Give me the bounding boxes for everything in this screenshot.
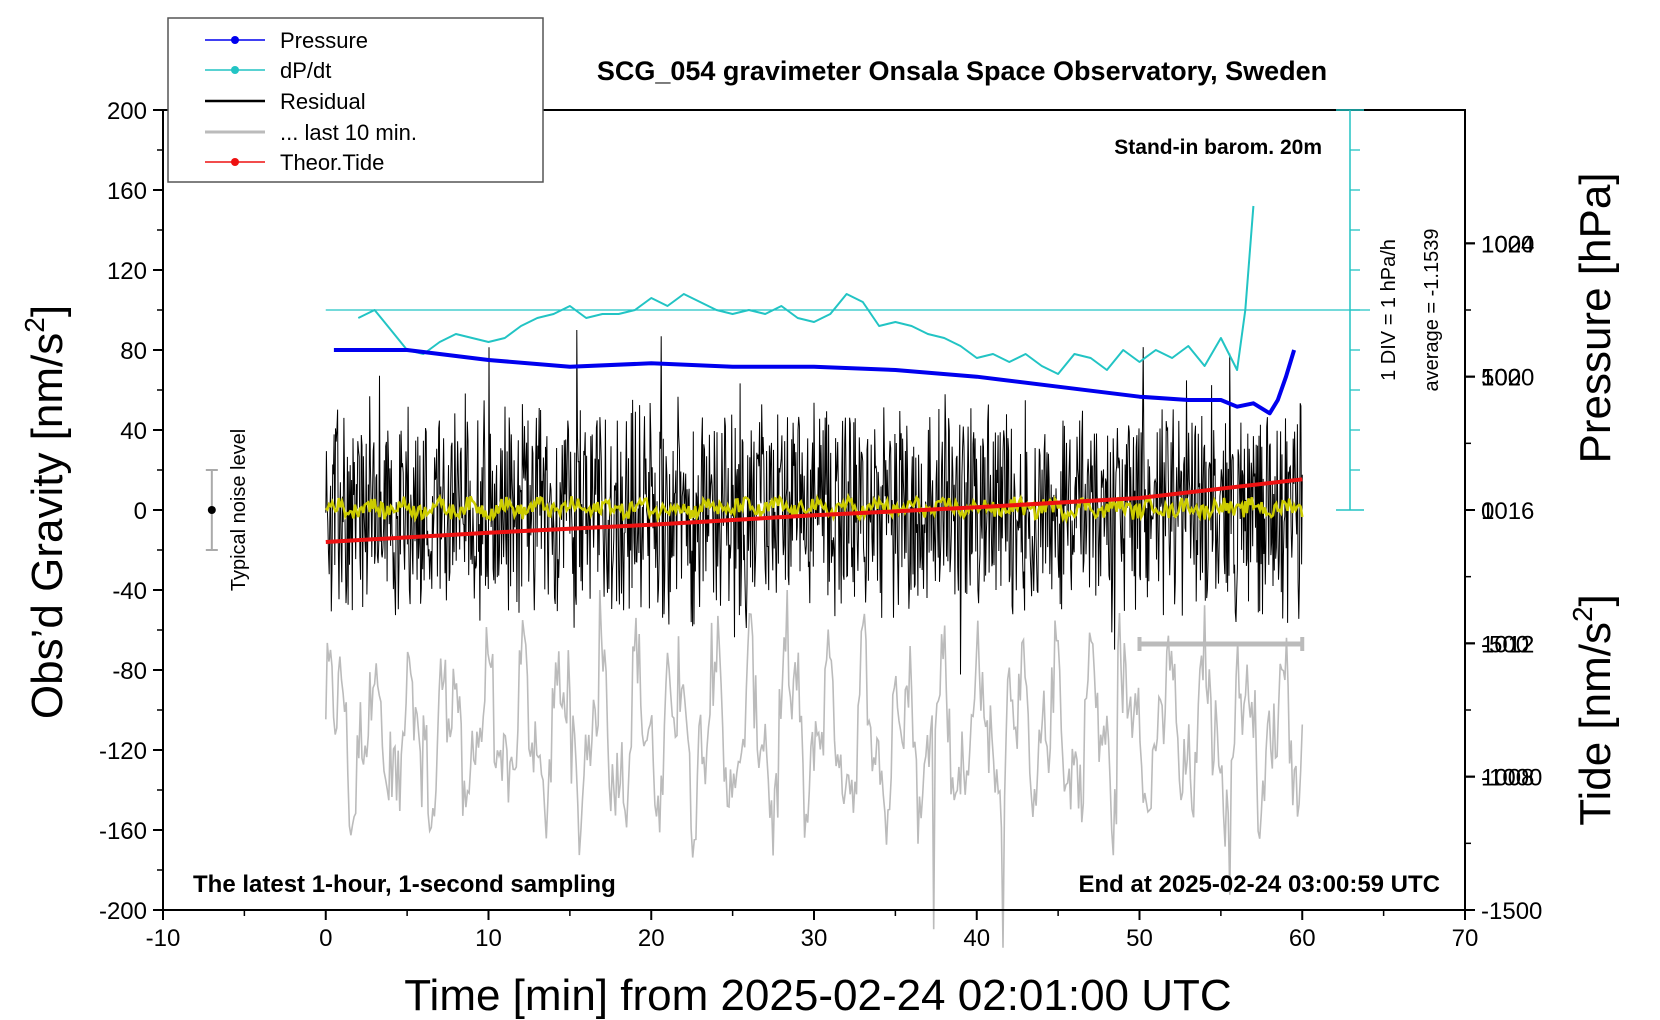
end-time-note: End at 2025-02-24 03:00:59 UTC: [1079, 871, 1441, 898]
series-residual: [325, 329, 1303, 675]
legend-marker-pressure: [231, 36, 239, 44]
dpdt-average-label: average = -1.1539: [1421, 229, 1443, 392]
legend-label-last10: ... last 10 min.: [280, 120, 417, 145]
data-traces: [205, 205, 1370, 948]
x-tick-label: 40: [963, 925, 990, 952]
legend-label-residual: Residual: [280, 89, 366, 114]
legend: Pressure dP/dt Residual ... last 10 min.…: [167, 17, 544, 183]
legend-marker-tide: [231, 158, 239, 166]
sampling-note: The latest 1-hour, 1-second sampling: [193, 871, 616, 898]
noise-level-dot: [207, 506, 216, 514]
y-tick-label: 40: [120, 418, 147, 445]
legend-item-residual: Residual: [205, 89, 366, 114]
legend-label-tide: Theor.Tide: [280, 150, 384, 175]
y-axis-label-left-main: Obs’d Gravity [nm/s: [23, 333, 72, 719]
stand-in-barometer-note: Stand-in barom. 20m: [1114, 136, 1322, 159]
pressure-tick-label: 1020: [1481, 365, 1534, 392]
tide-axis-label-sup: 2: [1567, 606, 1598, 622]
y-tick-label: 80: [120, 338, 147, 365]
y-tick-label: 120: [107, 258, 147, 285]
x-tick-label: -10: [146, 925, 181, 952]
series-filtered-residual: [324, 492, 1304, 525]
legend-item-tide: Theor.Tide: [205, 150, 384, 175]
y-axis-label-left-sup: 2: [19, 317, 50, 333]
y-tick-label: 200: [107, 98, 147, 125]
tide-axis-label-main: Tide [nm/s: [1571, 622, 1620, 826]
x-tick-label: 50: [1126, 925, 1153, 952]
series-pressure: [333, 348, 1297, 416]
pressure-tick-label: 1008: [1481, 765, 1534, 792]
x-tick-label: 60: [1289, 925, 1316, 952]
x-tick-label: 30: [801, 925, 828, 952]
y-tick-label: -160: [99, 818, 147, 845]
tide-tick-label: 0: [1481, 498, 1494, 525]
legend-item-pressure: Pressure: [205, 28, 368, 53]
tide-tick-label: 1000: [1481, 231, 1534, 258]
series-last-10-min: [325, 589, 1304, 948]
pressure-axis-label: Pressure [hPa]: [1571, 172, 1620, 463]
legend-label-dpdt: dP/dt: [280, 58, 331, 83]
y-tick-label: 0: [134, 498, 147, 525]
x-tick-label: 20: [638, 925, 665, 952]
legend-item-dpdt: dP/dt: [205, 58, 331, 83]
noise-level-label: Typical noise level: [228, 429, 250, 591]
pressure-tick-label: 1016: [1481, 498, 1534, 525]
dpdt-scale-axis: [1336, 109, 1364, 511]
pressure-tick-label: 1012: [1481, 631, 1534, 658]
y-axis-label-left: Obs’d Gravity [nm/s2]: [19, 305, 72, 719]
dpdt-div-label: 1 DIV = 1 hPa/h: [1378, 239, 1400, 381]
x-tick-label: 10: [475, 925, 502, 952]
tide-tick-label: -1500: [1481, 898, 1542, 925]
y-tick-label: -200: [99, 898, 147, 925]
tide-tick-label: -500: [1481, 631, 1529, 658]
tide-axis-label-close: ]: [1571, 594, 1620, 606]
tide-axis-label: Tide [nm/s2]: [1567, 594, 1620, 826]
x-axis-label: Time [min] from 2025-02-24 02:01:00 UTC: [404, 971, 1231, 1020]
pressure-tick-label: 1024: [1481, 231, 1534, 258]
y-tick-label: 160: [107, 178, 147, 205]
legend-label-pressure: Pressure: [280, 28, 368, 53]
y-tick-label: -80: [112, 658, 147, 685]
axes: -10 0 10 20 30 40 50 60 7020016012080400-40-80-1…: [99, 98, 1542, 952]
tide-tick-label: -1000: [1481, 765, 1542, 792]
y-tick-label: -120: [99, 738, 147, 765]
y-axis-label-left-close: ]: [23, 305, 72, 317]
y-tick-label: -40: [112, 578, 147, 605]
chart-title: SCG_054 gravimeter Onsala Space Observat…: [597, 56, 1327, 86]
x-tick-label: 0: [319, 925, 332, 952]
series-dpdt: [357, 205, 1255, 375]
legend-marker-dpdt: [231, 66, 239, 74]
legend-item-last10: ... last 10 min.: [205, 120, 417, 145]
series-theor-tide: [325, 477, 1303, 544]
x-tick-label: 70: [1452, 925, 1479, 952]
tide-tick-label: 500: [1481, 365, 1521, 392]
